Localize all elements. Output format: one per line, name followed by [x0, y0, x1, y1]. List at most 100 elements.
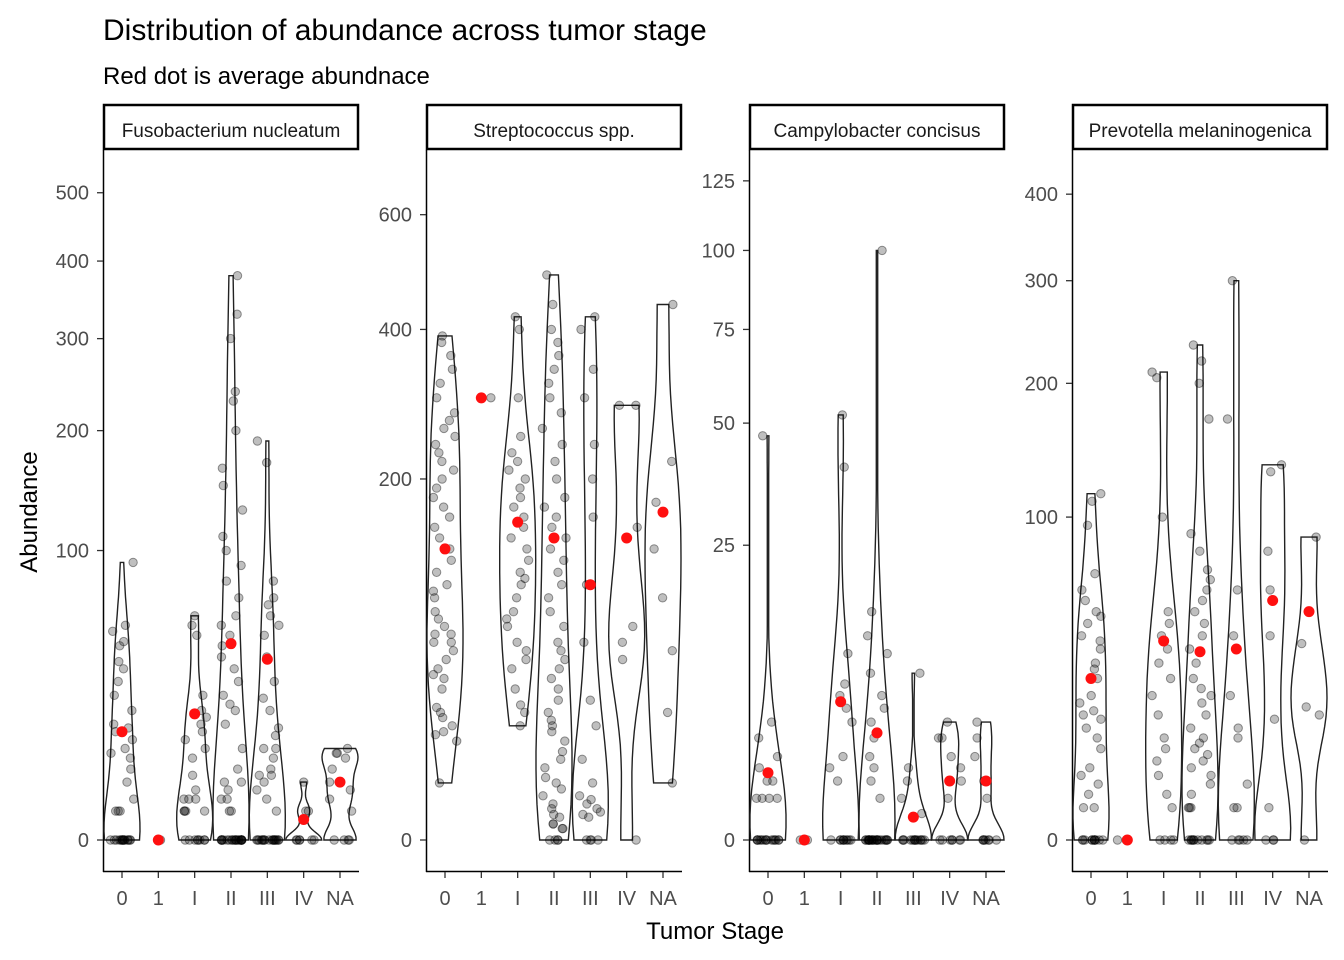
- data-point: [431, 483, 442, 493]
- data-point: [1204, 835, 1215, 845]
- data-point: [947, 835, 957, 845]
- mean-point: [439, 543, 451, 555]
- data-point: [1265, 631, 1275, 641]
- violin: [1290, 536, 1328, 841]
- data-point: [554, 350, 564, 361]
- data-point: [1228, 631, 1239, 641]
- data-point: [551, 474, 562, 484]
- data-point: [773, 835, 784, 845]
- data-point: [898, 835, 908, 845]
- data-point: [1154, 658, 1164, 668]
- data-point: [617, 654, 628, 665]
- data-point: [234, 593, 244, 603]
- data-point: [122, 777, 132, 787]
- data-point: [273, 835, 283, 845]
- data-point: [128, 557, 138, 568]
- data-point: [1197, 835, 1207, 845]
- y-tick-label: 400: [379, 319, 412, 341]
- data-point: [1186, 529, 1196, 539]
- data-point: [179, 806, 190, 816]
- data-point: [864, 835, 874, 845]
- data-point: [554, 812, 565, 822]
- data-point: [631, 400, 641, 410]
- data-point: [757, 793, 767, 803]
- data-point: [667, 456, 677, 467]
- data-point: [511, 593, 522, 603]
- data-point: [1166, 835, 1176, 845]
- data-point: [553, 567, 563, 577]
- data-point: [649, 544, 659, 554]
- data-point: [309, 835, 319, 845]
- data-point: [550, 835, 560, 845]
- data-point: [227, 835, 238, 845]
- data-point: [1165, 673, 1176, 684]
- y-tick-label: 400: [1025, 184, 1058, 206]
- data-point: [970, 751, 980, 762]
- data-point: [548, 799, 558, 809]
- x-tick-label: I: [515, 888, 521, 910]
- data-point: [547, 727, 557, 737]
- data-point: [430, 730, 441, 740]
- x-tick-label: 0: [762, 888, 773, 910]
- data-point: [179, 794, 189, 804]
- violin: [248, 440, 287, 841]
- data-point: [574, 791, 585, 801]
- data-point: [582, 799, 592, 809]
- data-point: [871, 835, 882, 845]
- x-tick-label: 0: [1085, 888, 1096, 910]
- mean-point: [944, 775, 956, 787]
- data-point: [274, 620, 284, 630]
- data-point: [510, 312, 520, 322]
- facet-strip-label: Prevotella melaninogenica: [1089, 121, 1312, 142]
- y-tick-label: 100: [702, 240, 735, 262]
- data-point: [190, 835, 200, 845]
- data-point: [761, 835, 771, 845]
- data-point: [430, 522, 440, 532]
- data-point: [433, 614, 444, 624]
- data-point: [514, 324, 524, 335]
- data-point: [217, 463, 228, 473]
- data-point: [1157, 512, 1168, 522]
- data-point: [1232, 803, 1242, 813]
- data-point: [772, 751, 783, 762]
- violin: [175, 615, 214, 841]
- data-point: [291, 835, 301, 845]
- data-point: [980, 835, 991, 845]
- data-point: [437, 456, 447, 467]
- data-point: [543, 707, 553, 718]
- data-point: [1096, 714, 1106, 724]
- facet-strip: [425, 103, 683, 151]
- data-point: [1164, 618, 1175, 629]
- data-point: [754, 733, 764, 743]
- mean-point: [907, 811, 919, 823]
- data-point: [437, 331, 448, 341]
- data-point: [844, 835, 854, 845]
- data-point: [864, 835, 875, 845]
- data-point: [1264, 803, 1274, 813]
- data-point: [917, 835, 928, 845]
- data-point: [540, 772, 551, 783]
- data-point: [222, 794, 232, 804]
- data-point: [523, 555, 534, 565]
- data-point: [259, 743, 269, 754]
- data-point: [1153, 770, 1164, 781]
- data-point: [195, 835, 205, 845]
- data-point: [507, 448, 517, 458]
- data-point: [916, 835, 926, 845]
- data-point: [252, 785, 262, 795]
- data-point: [545, 544, 556, 554]
- data-point: [837, 410, 848, 420]
- x-tick-label: NA: [326, 888, 354, 910]
- data-point: [508, 607, 519, 617]
- data-point: [881, 835, 891, 845]
- data-point: [553, 835, 563, 845]
- data-point: [271, 806, 282, 816]
- data-point: [592, 804, 602, 814]
- data-point: [1089, 835, 1100, 845]
- x-tick-label: IV: [1263, 888, 1283, 910]
- x-tick-label: IV: [940, 888, 960, 910]
- data-point: [1186, 723, 1196, 733]
- data-point: [259, 630, 269, 640]
- data-point: [447, 721, 457, 731]
- data-point: [1203, 835, 1213, 845]
